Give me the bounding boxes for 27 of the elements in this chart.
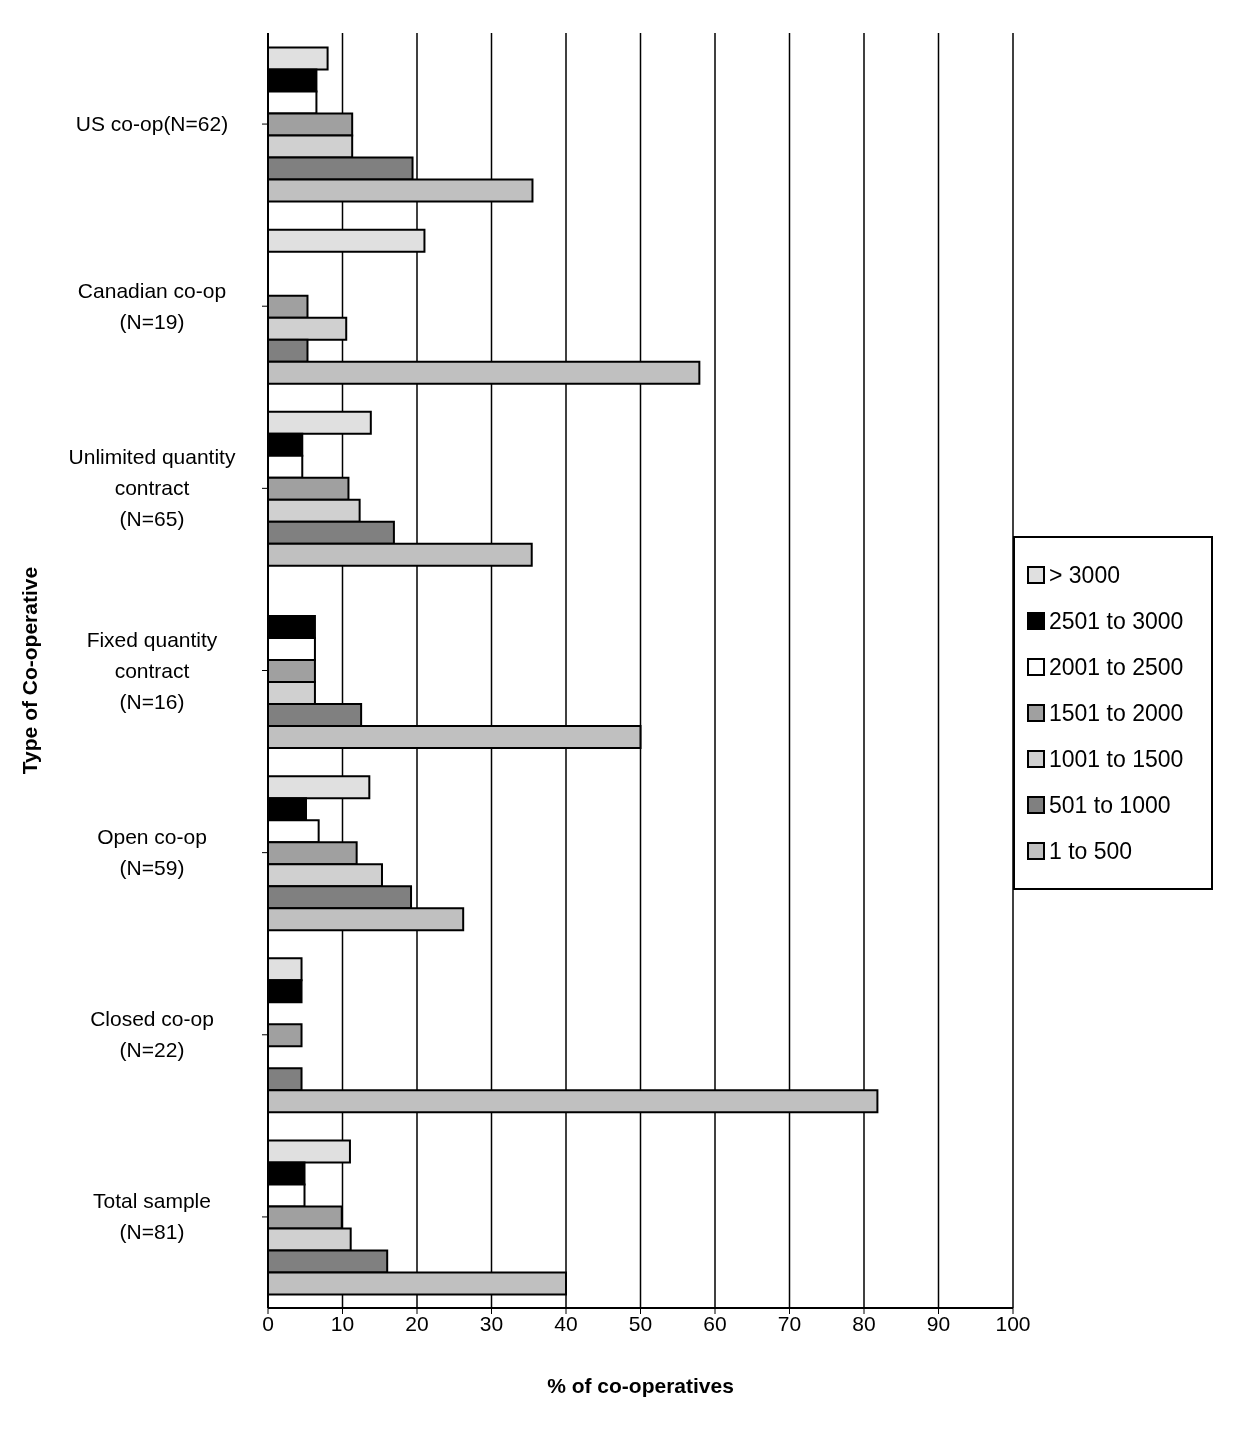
y-tick-label: Total sample (N=81) — [93, 1189, 211, 1244]
x-tick-label: 60 — [703, 1311, 727, 1335]
x-axis-title: % of co-operatives — [547, 1374, 734, 1397]
y-tick-label: Unlimited quantity contract (N=65) — [68, 445, 236, 531]
legend-label: 1001 to 1500 — [1049, 745, 1184, 773]
x-tick-label: 10 — [330, 1311, 355, 1335]
y-axis-title: Type of Co-operative — [18, 566, 42, 775]
legend-label: 2501 to 3000 — [1049, 607, 1184, 635]
y-tick-label: Closed co-op (N=22) — [90, 1007, 214, 1062]
x-tick-label: 70 — [777, 1311, 802, 1335]
y-tick-label: US co-op(N=62) — [75, 112, 229, 136]
x-tick-label: 30 — [479, 1311, 504, 1335]
y-tick-label: Open co-op (N=59) — [97, 825, 207, 880]
y-tick-label: Fixed quantity contract (N=16) — [86, 627, 218, 713]
legend-label: 2001 to 2500 — [1049, 653, 1184, 681]
legend-label: > 3000 — [1049, 561, 1120, 589]
x-tick-label: 20 — [405, 1311, 429, 1335]
x-tick-label: 40 — [554, 1311, 578, 1335]
x-tick-label: 50 — [628, 1311, 653, 1335]
x-tick-label: 90 — [926, 1311, 951, 1335]
x-tick-label: 0 — [262, 1311, 274, 1335]
legend-label: 1 to 500 — [1049, 837, 1133, 865]
legend-label: 501 to 1000 — [1049, 791, 1171, 819]
x-tick-label: 80 — [852, 1311, 876, 1335]
y-tick-label: Canadian co-op (N=19) — [77, 278, 227, 333]
x-tick-label: 100 — [995, 1311, 1031, 1335]
legend-label: 1501 to 2000 — [1049, 699, 1184, 727]
